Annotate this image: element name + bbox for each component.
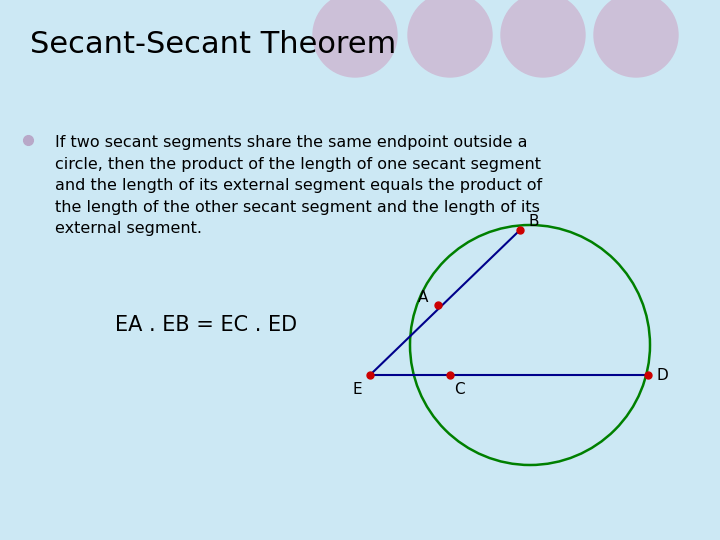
Text: A: A [418,289,428,305]
Circle shape [594,0,678,77]
Text: B: B [528,214,539,230]
Text: E: E [352,381,361,396]
Text: D: D [656,368,667,382]
Text: If two secant segments share the same endpoint outside a
circle, then the produc: If two secant segments share the same en… [55,135,542,237]
Circle shape [408,0,492,77]
Circle shape [313,0,397,77]
Text: EA . EB = EC . ED: EA . EB = EC . ED [115,315,297,335]
Circle shape [501,0,585,77]
Text: Secant-Secant Theorem: Secant-Secant Theorem [30,30,396,59]
Text: C: C [454,382,464,397]
